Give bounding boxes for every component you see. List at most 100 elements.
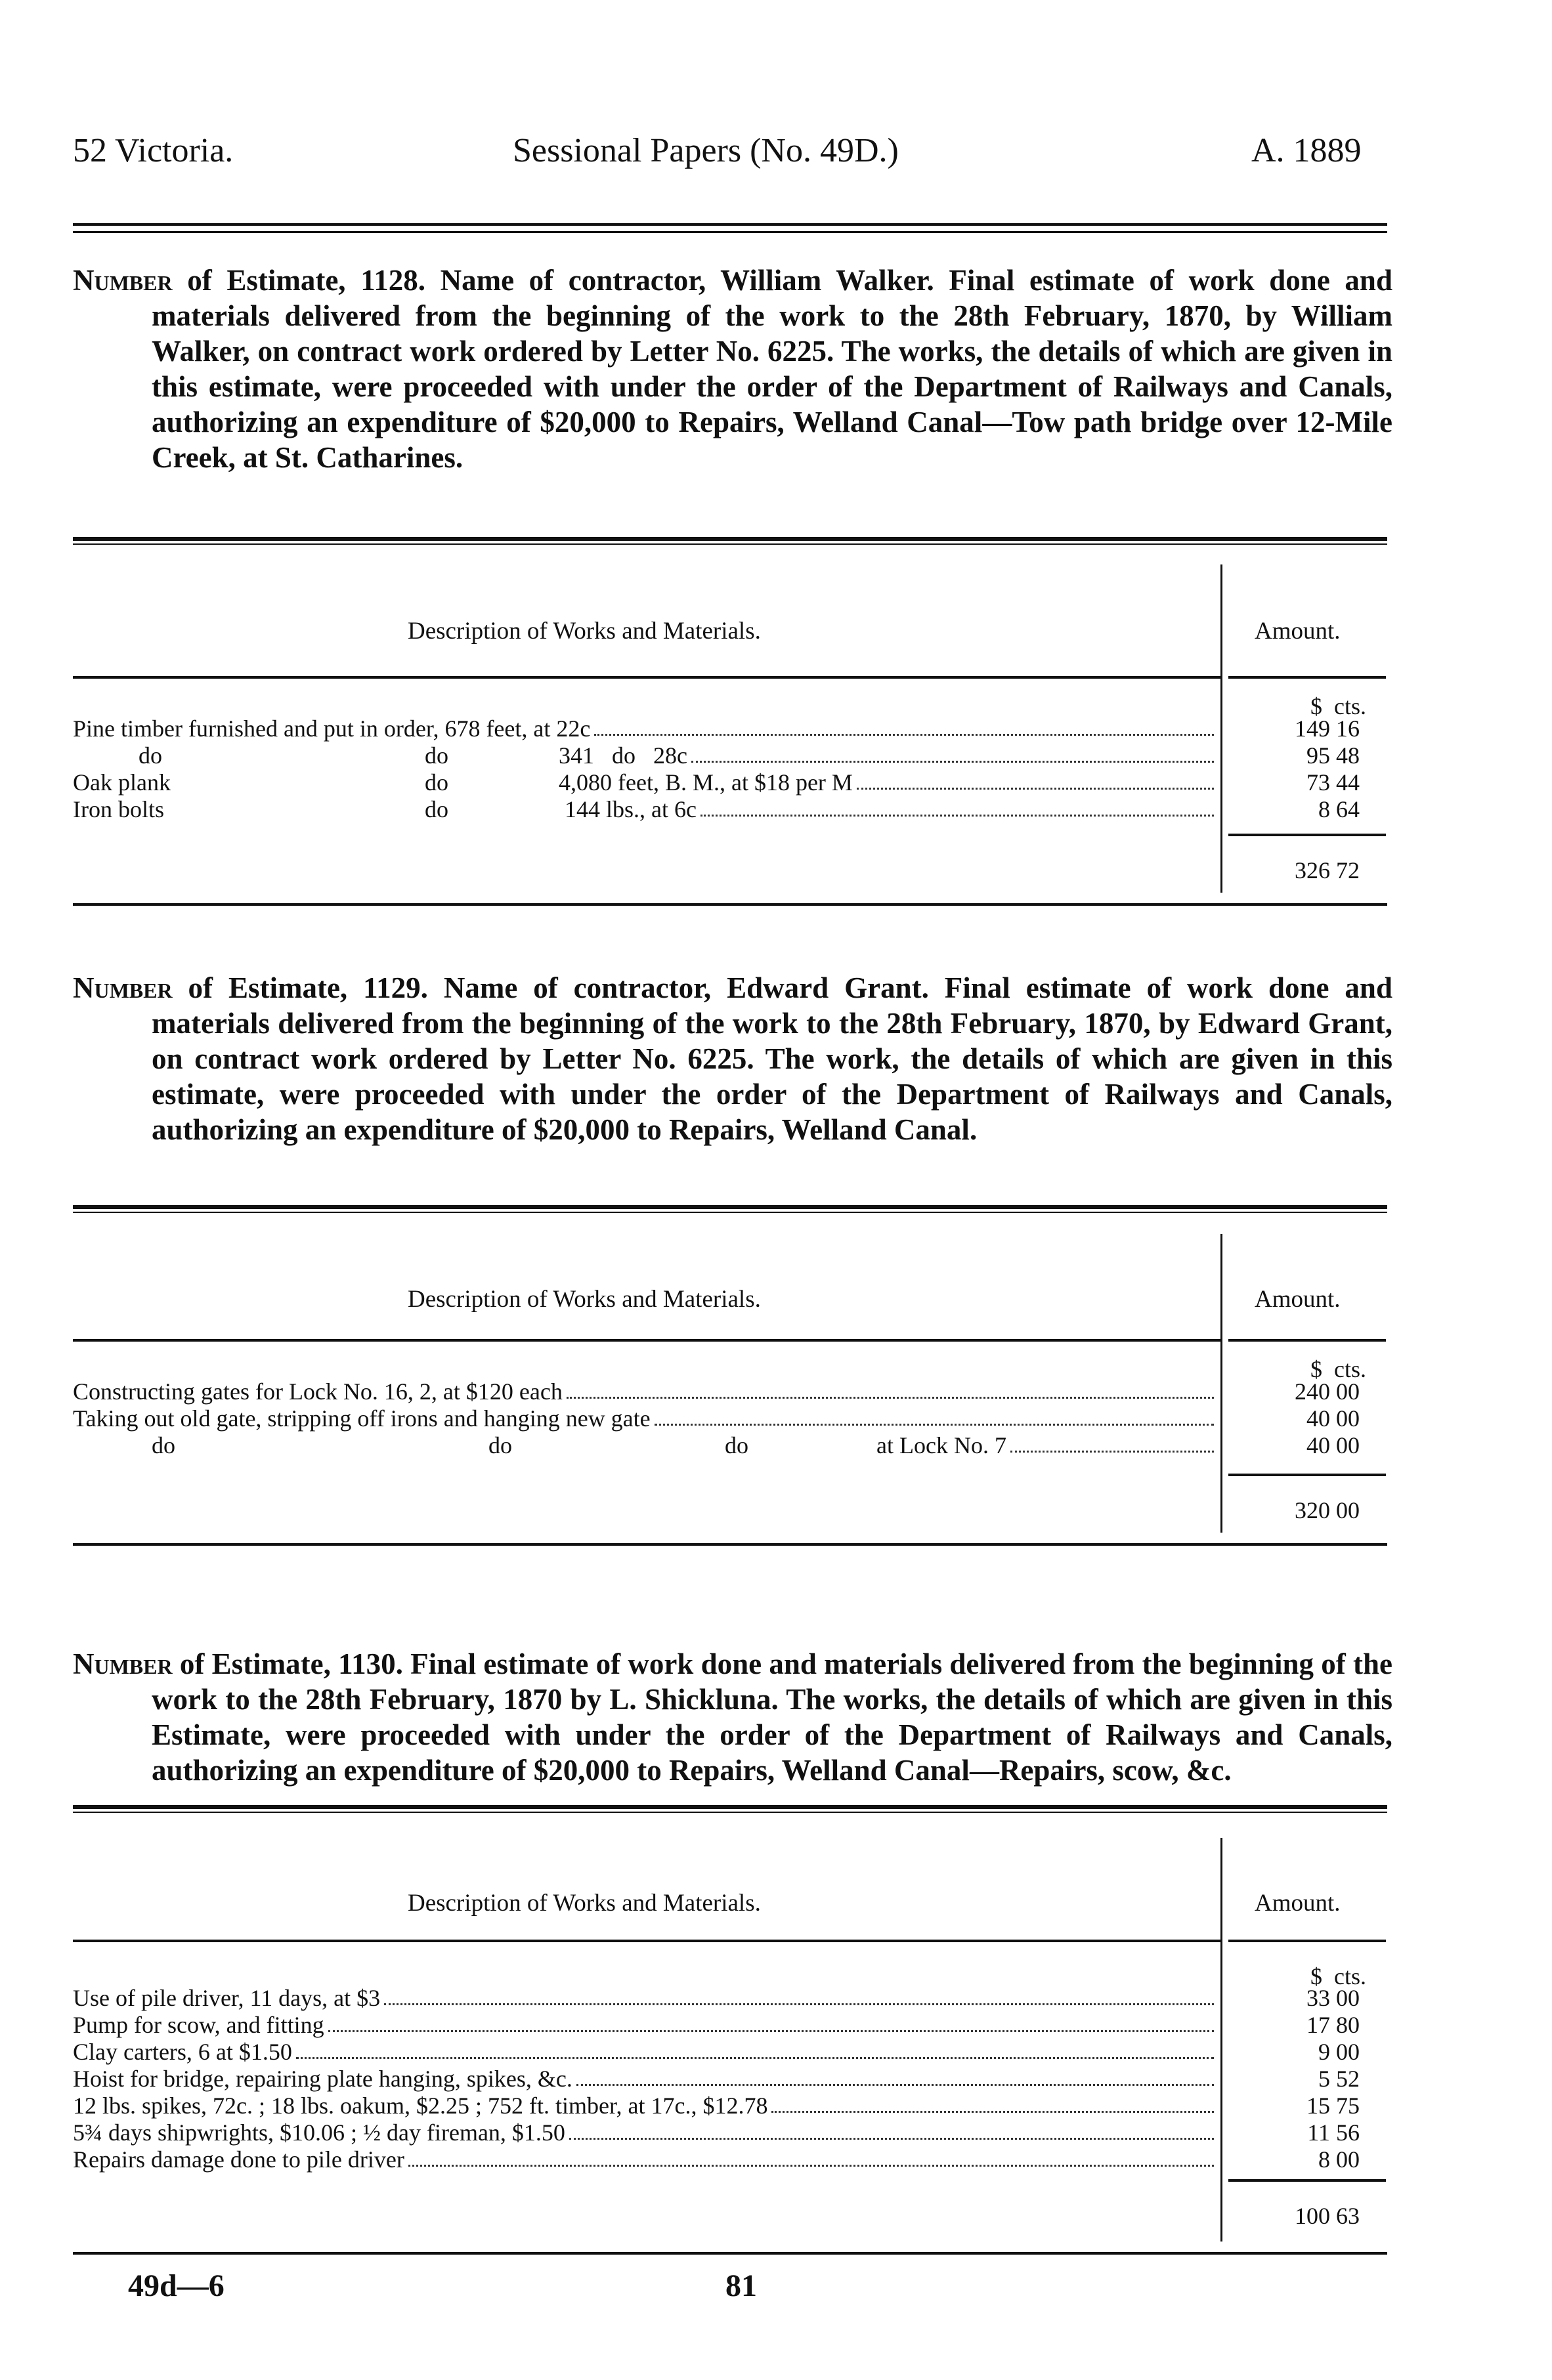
row-description: Oak plank [73,769,171,796]
section-rule [73,537,1387,541]
row-description: do [139,742,162,769]
dot-leader [771,2111,1214,2113]
row-description: Use of pile driver, 11 days, at $3 [73,1985,381,2011]
dot-leader [566,1397,1214,1399]
table-row: Pump for scow, and fitting 17 80 [73,2012,1386,2039]
column-header-description: Description of Works and Materials. [408,1890,761,1917]
section-rule [73,1205,1387,1209]
table-row: Hoist for bridge, repairing plate hangin… [73,2066,1386,2093]
units-label: $ cts. [1310,1963,1366,1989]
column-header-amount: Amount. [1255,618,1341,645]
row-description: at Lock No. 7 [876,1432,1006,1458]
dot-leader [1010,1451,1214,1453]
row-description: do [488,1432,512,1458]
dot-leader [691,761,1214,763]
section-rule [73,1812,1387,1813]
table-row: Iron bolts do 144 lbs., at 6c 8 64 [73,796,1386,823]
row-description: Pine timber furnished and put in order, … [73,715,591,742]
running-header: 52 Victoria. Sessional Papers (No. 49D.)… [73,131,1386,177]
number-label: Number [73,264,173,297]
table-row: Taking out old gate, stripping off irons… [73,1405,1386,1432]
dot-leader [576,2084,1214,2086]
header-rule [73,231,1387,233]
section-rule [73,1212,1387,1213]
column-header-description: Description of Works and Materials. [408,618,761,645]
table-bottom-rule [73,903,1387,906]
table-bottom-rule [73,2252,1387,2255]
row-amount: 9 00 [1318,2039,1360,2065]
row-description: do [425,796,448,822]
row-description: 144 lbs., at 6c [559,796,697,822]
row-amount: 8 00 [1318,2146,1360,2173]
table-row: 12 lbs. spikes, 72c. ; 18 lbs. oakum, $2… [73,2093,1386,2119]
table-row: Constructing gates for Lock No. 16, 2, a… [73,1378,1386,1405]
estimate-paragraph: Number of Estimate, 1130. Final estimate… [73,1646,1392,1788]
dot-leader [856,788,1214,790]
row-amount: 17 80 [1306,2012,1360,2038]
number-label: Number [73,1647,173,1680]
estimate-table: Description of Works and Materials. Amou… [73,564,1387,906]
row-description: Taking out old gate, stripping off irons… [73,1405,651,1432]
table-header-rule [1228,676,1386,679]
estimate-text: of Estimate, 1130. Final estimate of wor… [152,1647,1392,1787]
column-divider [1220,564,1222,893]
page-number: 81 [725,2268,757,2303]
dot-leader [295,2057,1214,2059]
row-description: 5¾ days shipwrights, $10.06 ; ½ day fire… [73,2119,565,2146]
column-header-description: Description of Works and Materials. [408,1286,761,1313]
row-amount: 149 16 [1295,715,1360,742]
estimate-paragraph: Number of Estimate, 1129. Name of contra… [73,970,1392,1147]
row-description: do [425,769,448,796]
row-amount: 33 00 [1306,1985,1360,2011]
table-header-rule [1228,1339,1386,1342]
row-description: 4,080 feet, B. M., at $18 per M [559,769,853,796]
column-divider [1220,1234,1222,1533]
row-description: 341 do 28c [559,742,687,769]
column-header-amount: Amount. [1255,1286,1341,1313]
table-row: Use of pile driver, 11 days, at $3 33 00 [73,1985,1386,2012]
row-description: Pump for scow, and fitting [73,2012,324,2038]
table-header-rule [1228,1940,1386,1942]
table-header-rule [73,676,1220,679]
table-total: 100 63 [1295,2203,1360,2229]
estimate-table: Description of Works and Materials. Amou… [73,1234,1387,1546]
units-label: $ cts. [1310,693,1366,719]
table-header-rule [73,1339,1220,1342]
dot-leader [700,815,1214,817]
table-header-rule [73,1940,1220,1942]
dot-leader [328,2030,1214,2032]
row-description: Repairs damage done to pile driver [73,2146,404,2173]
row-amount: 5 52 [1318,2066,1360,2092]
header-rule [73,223,1387,226]
table-total: 320 00 [1295,1497,1360,1523]
column-header-amount: Amount. [1255,1890,1341,1917]
table-bottom-rule [73,1543,1387,1546]
row-description: Constructing gates for Lock No. 16, 2, a… [73,1378,563,1405]
dot-leader [408,2165,1214,2167]
estimate-table: Description of Works and Materials. Amou… [73,1838,1387,2255]
table-row: Clay carters, 6 at $1.50 9 00 [73,2039,1386,2066]
section-rule [73,1805,1387,1809]
row-amount: 73 44 [1306,769,1360,796]
dot-leader [569,2138,1214,2140]
row-description: Clay carters, 6 at $1.50 [73,2039,292,2065]
table-row: Oak plank do 4,080 feet, B. M., at $18 per… [73,769,1386,796]
row-description: do [152,1432,175,1458]
header-center: Sessional Papers (No. 49D.) [513,132,899,169]
row-description: Iron bolts [73,796,164,822]
section-rule [73,543,1387,545]
row-amount: 15 75 [1306,2093,1360,2119]
header-left: 52 Victoria. [73,132,234,169]
table-row: do do 341 do 28c 95 48 [73,742,1386,769]
estimate-paragraph: Number of Estimate, 1128. Name of contra… [73,263,1392,475]
units-label: $ cts. [1310,1356,1366,1382]
total-rule [1228,2179,1386,2182]
row-description: Hoist for bridge, repairing plate hangin… [73,2066,572,2092]
header-right: A. 1889 [1251,132,1362,169]
row-amount: 40 00 [1306,1432,1360,1458]
table-row: Repairs damage done to pile driver 8 00 [73,2146,1386,2173]
row-description: do [425,742,448,769]
table-row: do do do at Lock No. 7 40 00 [73,1432,1386,1459]
row-amount: 95 48 [1306,742,1360,769]
number-label: Number [73,971,173,1004]
